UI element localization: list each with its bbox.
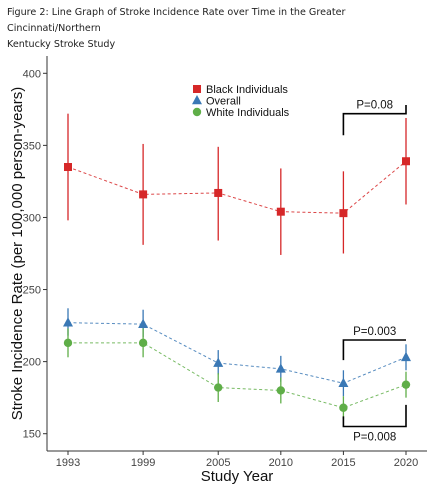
- p-value-label-3: P=0.008: [353, 431, 396, 443]
- point-white-individuals-1993: [63, 338, 73, 348]
- y-tick-label-200: 200: [23, 357, 41, 369]
- figure-title-line-1: Figure 2: Line Graph of Stroke Incidence…: [7, 7, 346, 34]
- point-white-individuals-2010: [276, 386, 286, 395]
- x-tick-label-2010: 2010: [269, 457, 293, 469]
- x-tick-label-2020: 2020: [394, 457, 418, 469]
- series-black-individuals: [64, 113, 410, 255]
- series-line-overall: [67, 322, 407, 384]
- axes: 150 200 250 300 350 400 1993 1999 2005 2010 2015 20…: [23, 56, 427, 469]
- p-value-bracket-1: [342, 105, 407, 136]
- annotations: P=0.08 P=0.003 P=0.008: [342, 100, 407, 443]
- x-tick-label-1993: 1993: [56, 457, 80, 469]
- y-tick-label-250: 250: [23, 285, 41, 297]
- point-white-individuals-2015: [339, 403, 348, 412]
- y-tick-label-400: 400: [23, 68, 41, 80]
- p-value-label-1: P=0.08: [356, 100, 393, 112]
- series-layer: [63, 113, 411, 420]
- y-tick-label-350: 350: [23, 140, 41, 152]
- legend-label-black-individuals: Black Individuals: [206, 84, 288, 96]
- point-overall-1999: [138, 318, 149, 328]
- series-white-individuals: [63, 328, 411, 420]
- point-overall-2015: [338, 377, 349, 388]
- point-black-individuals-2010: [276, 207, 285, 216]
- p-value-bracket-2: [342, 339, 406, 361]
- point-white-individuals-2005: [214, 383, 223, 392]
- y-tick-label-150: 150: [23, 429, 41, 441]
- y-axis-title: Stroke Incidence Rate (per 100,000 perso…: [9, 87, 26, 421]
- x-tick-label-2005: 2005: [206, 457, 230, 469]
- point-overall-2020: [401, 351, 411, 362]
- legend-marker-black-individuals: [193, 85, 201, 93]
- legend-label-white-individuals: White Individuals: [206, 107, 290, 119]
- point-overall-2005: [213, 357, 224, 367]
- point-white-individuals-1999: [138, 338, 148, 348]
- figure-title: Figure 2: Line Graph of Stroke Incidence…: [7, 5, 433, 53]
- series-line-white-individuals: [68, 342, 407, 409]
- series-overall: [63, 308, 411, 397]
- x-tick-label-1999: 1999: [131, 457, 155, 469]
- series-line-black-individuals: [67, 160, 407, 214]
- point-overall-2010: [275, 363, 286, 373]
- point-black-individuals-2015: [339, 209, 348, 218]
- legend-marker-white-individuals: [192, 107, 202, 117]
- point-overall-1993: [63, 317, 73, 327]
- y-tick-label-300: 300: [23, 212, 41, 224]
- x-axis-title: Study Year: [201, 468, 274, 485]
- p-value-label-2: P=0.003: [353, 326, 396, 338]
- point-white-individuals-2020: [401, 380, 411, 389]
- x-tick-label-2015: 2015: [331, 457, 355, 469]
- legend-marker-overall: [192, 95, 202, 105]
- p-value-bracket-3: [342, 404, 407, 428]
- point-black-individuals-1999: [139, 190, 148, 199]
- point-black-individuals-2020: [402, 157, 410, 166]
- figure-title-line-2: Kentucky Stroke Study: [7, 39, 116, 50]
- point-black-individuals-1993: [64, 163, 72, 172]
- legend-label-overall: Overall: [206, 96, 241, 108]
- point-black-individuals-2005: [214, 188, 223, 197]
